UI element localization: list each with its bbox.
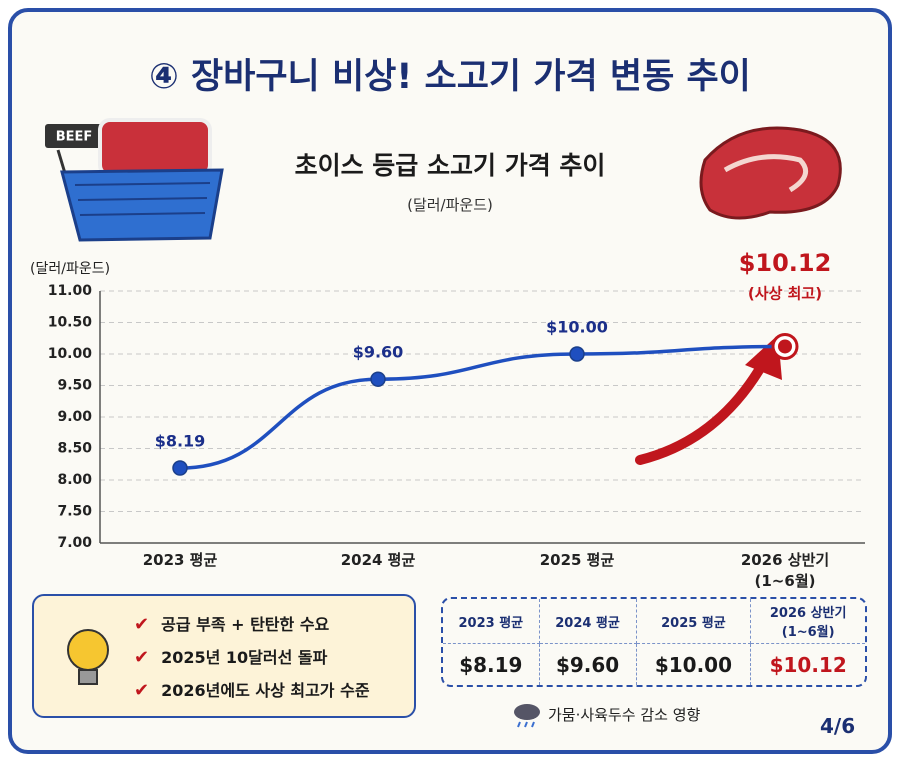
y-tick-label: 9.00 (57, 409, 92, 425)
marks: $8.19 $9.60 $10.00 $10.12 (사상 최고) (155, 249, 832, 476)
cloud-icon (514, 704, 540, 728)
line (179, 344, 786, 470)
table-cell: $10.00 (636, 643, 752, 685)
y-tick-label: 8.00 (57, 472, 92, 488)
table-row: $8.19 $9.60 $10.00 $10.12 (443, 643, 865, 685)
point (778, 339, 792, 354)
table-header: 2024 평균 (539, 599, 637, 644)
frame (8, 8, 892, 754)
x-tick-label: 2025 평균 (539, 551, 615, 569)
point (172, 460, 188, 476)
y-tick-label: 7.50 (57, 504, 92, 520)
table-header: 2026 상반기 (1~6월) (750, 599, 865, 644)
table-header-row: 2023 평균 2024 평균 2025 평균 2026 상반기 (1~6월) (443, 599, 865, 644)
value-label: $10.00 (546, 318, 608, 337)
point (569, 346, 585, 362)
tips-box: 공급 부족 + 탄탄한 수요2025년 10달러선 돌파2026년에도 사상 최… (32, 594, 416, 718)
table-header: 2023 평균 (443, 599, 540, 644)
table-header: 2025 평균 (636, 599, 752, 644)
point (370, 371, 386, 387)
y-tick-label: 7.00 (57, 535, 92, 551)
basket-icon: BEEF (45, 118, 224, 242)
value-label: $9.60 (353, 343, 404, 362)
steak-icon (699, 126, 842, 220)
trend-arrow (635, 355, 770, 465)
chart-subtitle: (달러/파운드) (407, 196, 493, 214)
y-axis-label: (달러/파운드) (30, 261, 111, 277)
y-tick-label: 10.50 (48, 315, 93, 331)
table-cell: $10.12 (769, 652, 847, 677)
y-tick-label: 8.50 (57, 441, 92, 457)
note: 가뭄·사육두수 감소 영향 (548, 706, 701, 724)
y-tick-label: 9.50 (57, 378, 92, 394)
tip: 2025년 10달러선 돌파 (134, 641, 370, 674)
tip-list: 공급 부족 + 탄탄한 수요2025년 10달러선 돌파2026년에도 사상 최… (134, 608, 370, 707)
y-tick-label: 10.00 (48, 346, 93, 362)
x-tick-label: 2026 상반기 (1~6월) (740, 551, 830, 590)
chart-title: 초이스 등급 소고기 가격 추이 (294, 151, 606, 180)
bulb-icon (67, 629, 109, 685)
price-table: 2023 평균 2024 평균 2025 평균 2026 상반기 (1~6월) $8.1… (441, 597, 867, 687)
page-title: ④ 장바구니 비상! 소고기 가격 변동 추이 (149, 57, 751, 97)
tip: 2026년에도 사상 최고가 수준 (134, 674, 369, 707)
table-cell: $8.19 (443, 643, 540, 685)
y-tick-label: 11.00 (48, 283, 93, 299)
x-tick-label: 2024 평균 (340, 551, 416, 569)
value-label: $10.12 (739, 249, 832, 277)
tip: 공급 부족 + 탄탄한 수요 (134, 608, 370, 641)
value-label: $8.19 (155, 432, 206, 451)
svg-text:BEEF: BEEF (56, 130, 93, 145)
x-tick-label: 2023 평균 (142, 551, 218, 569)
page-number: 4/6 (820, 714, 856, 738)
table-cell: $9.60 (539, 643, 637, 685)
annotation: (사상 최고) (748, 285, 822, 303)
